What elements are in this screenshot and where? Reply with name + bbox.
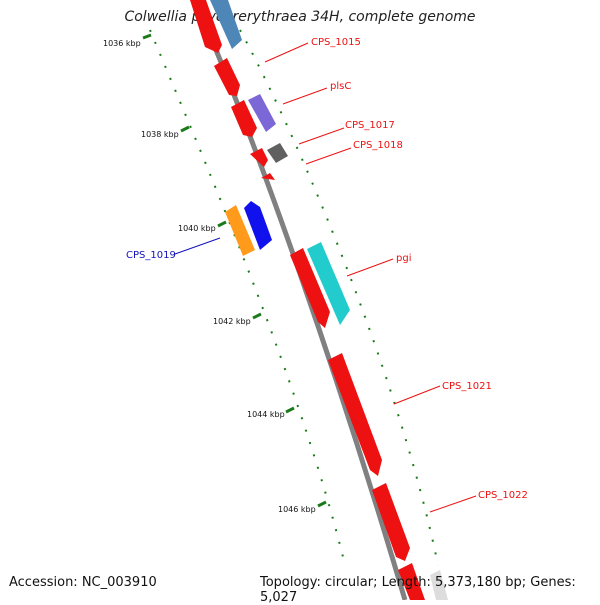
- gene-label-cps1019: CPS_1019: [126, 250, 176, 261]
- ruler-label-1044: 1044 kbp: [247, 410, 285, 419]
- gene-top-red[interactable]: [190, 0, 222, 53]
- gene-bottom-lightgray[interactable]: [430, 570, 448, 600]
- gene-red-2[interactable]: [231, 100, 257, 137]
- gene-label-cps1015: CPS_1015: [311, 37, 361, 48]
- accession-text: Accession: NC_003910: [9, 575, 157, 590]
- gene-blocks: [190, 0, 448, 600]
- gene-label-cps1017: CPS_1017: [345, 120, 395, 131]
- gene-pgi[interactable]: [307, 242, 350, 325]
- ruler-label-1040: 1040 kbp: [178, 224, 216, 233]
- gene-label-plsc: plsC: [330, 81, 351, 92]
- gene-red-3[interactable]: [250, 148, 268, 167]
- ruler-label-1042: 1042 kbp: [213, 317, 251, 326]
- gene-label-cps1018: CPS_1018: [353, 140, 403, 151]
- gene-cps1019[interactable]: [244, 201, 272, 250]
- gene-cps1022[interactable]: [372, 483, 410, 561]
- gene-steelblue[interactable]: [210, 0, 242, 49]
- gene-label-cps1021: CPS_1021: [442, 381, 492, 392]
- gene-orange[interactable]: [225, 205, 255, 256]
- gene-cps1017[interactable]: [267, 143, 288, 163]
- gene-plsc[interactable]: [248, 94, 276, 132]
- callout-lines: [174, 42, 477, 513]
- ruler-label-1038: 1038 kbp: [141, 130, 179, 139]
- ruler-label-1036: 1036 kbp: [103, 39, 141, 48]
- gene-label-pgi: pgi: [396, 253, 411, 264]
- gene-cps1018[interactable]: [261, 173, 275, 180]
- ruler-label-1046: 1046 kbp: [278, 505, 316, 514]
- gene-cps1015[interactable]: [214, 58, 240, 96]
- gene-red-pgi[interactable]: [290, 248, 330, 328]
- gene-bottom-red[interactable]: [398, 563, 425, 600]
- gene-label-cps1022: CPS_1022: [478, 490, 528, 501]
- gene-cps1021[interactable]: [328, 353, 382, 476]
- genome-stats-text: Topology: circular; Length: 5,373,180 bp…: [260, 575, 576, 605]
- major-ticks: [142, 33, 327, 508]
